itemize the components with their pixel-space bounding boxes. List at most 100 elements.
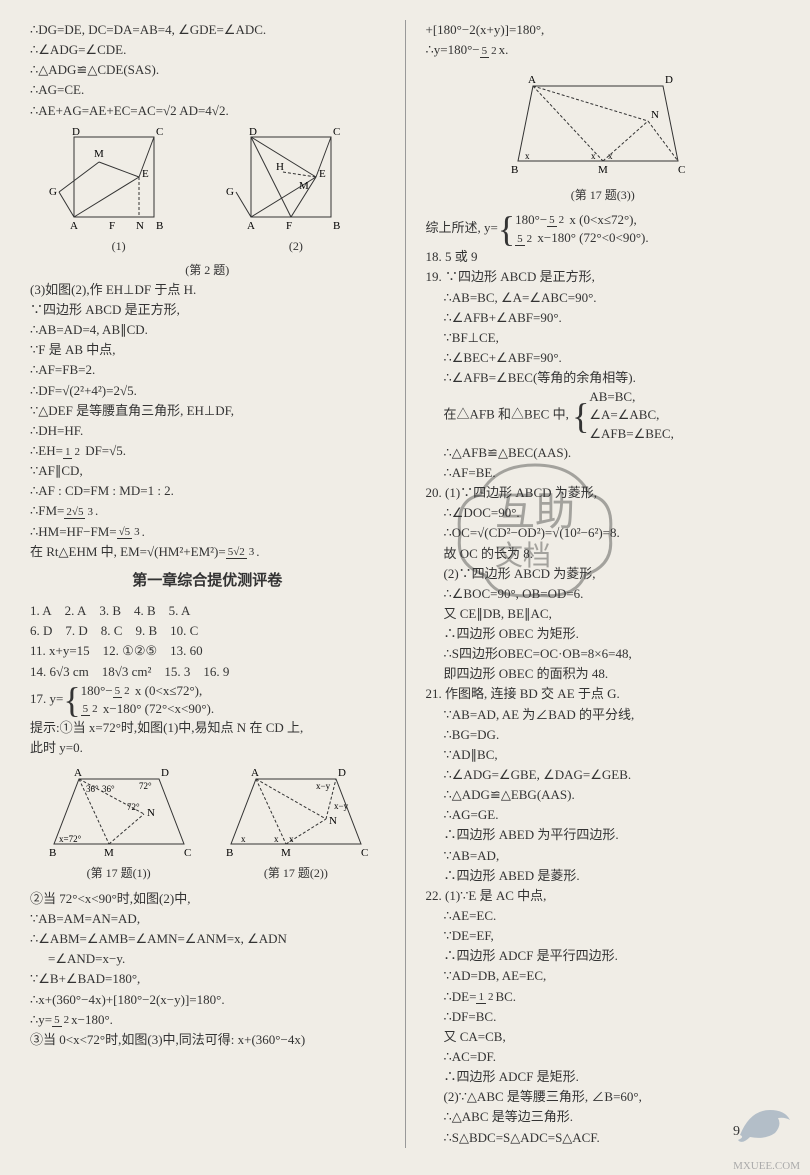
proof-step: ∴∠BEC+∠ABF=90°. bbox=[426, 348, 781, 368]
figure-q17-3: A D B M C N x x x (第 17 题(3)) bbox=[426, 66, 781, 205]
proof-step: ∵AB=AM=AN=AD, bbox=[30, 909, 385, 929]
proof-step: ∴x+(360°−4x)+[180°−2(x−y)]=180°. bbox=[30, 990, 385, 1010]
figure-q2-1: D C M E G A F N B (1) bbox=[44, 127, 194, 256]
proof-step: ∴∠AFB+∠ABF=90°. bbox=[426, 308, 781, 328]
svg-text:N: N bbox=[136, 220, 144, 232]
svg-text:C: C bbox=[678, 164, 685, 176]
proof-step: ∴AE=EC. bbox=[426, 906, 781, 926]
svg-text:x: x bbox=[274, 834, 279, 844]
svg-text:x: x bbox=[289, 834, 294, 844]
figure-row-q2: D C M E G A F N B (1) bbox=[30, 127, 385, 256]
proof-step: 在 Rt△EHM 中, EM=√(HM²+EM²)=5√23. bbox=[30, 542, 385, 562]
proof-step: 19. ∵四边形 ABCD 是正方形, bbox=[426, 267, 781, 287]
svg-text:72°: 72° bbox=[127, 802, 140, 812]
proof-step: ∴△ADG≌△CDE(SAS). bbox=[30, 60, 385, 80]
proof-step: ∴DG=DE, DC=DA=AB=4, ∠GDE=∠ADC. bbox=[30, 20, 385, 40]
hint: 提示:①当 x=72°时,如图(1)中,易知点 N 在 CD 上, bbox=[30, 718, 385, 738]
geometry-diagram: D C M E G A F N B bbox=[44, 127, 194, 237]
proof-step: 21. 作图略, 连接 BD 交 AE 于点 G. bbox=[426, 684, 781, 704]
proof-step: ∵AF∥CD, bbox=[30, 461, 385, 481]
proof-step: ∴AF=FB=2. bbox=[30, 360, 385, 380]
proof-step: ∴四边形 ABED 为平行四边形. bbox=[426, 825, 781, 845]
proof-step: (2)∵△ABC 是等腰三角形, ∠B=60°, bbox=[426, 1087, 781, 1107]
figure-q17-1: A D B M C N 36° 36° 72° 72° x=72° (第 17 … bbox=[39, 764, 199, 883]
svg-text:D: D bbox=[338, 767, 346, 779]
svg-text:36°: 36° bbox=[86, 784, 99, 794]
svg-text:A: A bbox=[528, 74, 536, 86]
proof-step: =∠AND=x−y. bbox=[30, 949, 385, 969]
proof-step: ∵AD=DB, AE=EC, bbox=[426, 966, 781, 986]
proof-step: ∴四边形 ABED 是菱形. bbox=[426, 866, 781, 886]
column-divider bbox=[405, 20, 406, 1148]
svg-text:M: M bbox=[281, 847, 291, 859]
proof-step: ∴AB=AD=4, AB∥CD. bbox=[30, 320, 385, 340]
proof-step: ∴∠ADG=∠CDE. bbox=[30, 40, 385, 60]
svg-text:C: C bbox=[156, 127, 163, 138]
svg-text:D: D bbox=[161, 767, 169, 779]
svg-text:x−y: x−y bbox=[316, 781, 331, 791]
left-column: ∴DG=DE, DC=DA=AB=4, ∠GDE=∠ADC. ∴∠ADG=∠CD… bbox=[30, 20, 385, 1148]
svg-text:A: A bbox=[70, 220, 78, 232]
svg-text:x−y: x−y bbox=[334, 801, 349, 811]
svg-text:M: M bbox=[299, 180, 309, 192]
proof-step: +[180°−2(x+y)]=180°, bbox=[426, 20, 781, 40]
proof-step: ∴∠BOC=90°, OB=OD=6. bbox=[426, 584, 781, 604]
geometry-diagram: A D B M C N x x x bbox=[503, 66, 703, 186]
svg-text:B: B bbox=[49, 847, 56, 859]
geometry-diagram: A D B M C N 36° 36° 72° 72° x=72° bbox=[39, 764, 199, 864]
proof-step: ∵△DEF 是等腰直角三角形, EH⊥DF, bbox=[30, 401, 385, 421]
proof-step: ∴∠AFB=∠BEC(等角的余角相等). bbox=[426, 368, 781, 388]
svg-text:B: B bbox=[333, 220, 340, 232]
proof-step: ∵DE=EF, bbox=[426, 926, 781, 946]
svg-text:G: G bbox=[49, 186, 57, 198]
svg-text:x: x bbox=[241, 834, 246, 844]
proof-step: ∵AB=AD, bbox=[426, 846, 781, 866]
proof-step: 在△AFB 和△BEC 中, { AB=BC, ∠A=∠ABC, ∠AFB=∠B… bbox=[426, 388, 781, 443]
answer-key: 11. x+y=15 12. ①②⑤ 13. 60 bbox=[30, 641, 385, 661]
svg-text:C: C bbox=[361, 847, 368, 859]
figure-q17-2: A D B M C N x−y x−y x x x (第 17 题(2)) bbox=[216, 764, 376, 883]
svg-text:E: E bbox=[142, 168, 149, 180]
q17: 17. y={ 180°−52 x (0<x≤72°), 52 x−180° (… bbox=[30, 682, 385, 718]
svg-text:72°: 72° bbox=[139, 781, 152, 791]
proof-step: (3)如图(2),作 EH⊥DF 于点 H. bbox=[30, 280, 385, 300]
svg-text:C: C bbox=[333, 127, 340, 138]
proof-step: 即四边形 OBEC 的面积为 48. bbox=[426, 664, 781, 684]
svg-text:G: G bbox=[226, 186, 234, 198]
proof-step: ∴y=180°−52x. bbox=[426, 40, 781, 60]
proof-step: 又 CE∥DB, BE∥AC, bbox=[426, 604, 781, 624]
watermark-text: MXUEE.COM bbox=[733, 1160, 800, 1172]
svg-text:B: B bbox=[226, 847, 233, 859]
proof-step: ∴∠ABM=∠AMB=∠AMN=∠ANM=x, ∠ADN bbox=[30, 929, 385, 949]
proof-step: ∴∠ADG=∠GBE, ∠DAG=∠GEB. bbox=[426, 765, 781, 785]
svg-text:N: N bbox=[651, 109, 659, 121]
svg-text:F: F bbox=[109, 220, 115, 232]
proof-step: ∴∠DOC=90°. bbox=[426, 503, 781, 523]
proof-step: ∴AG=CE. bbox=[30, 80, 385, 100]
proof-step: ∴AC=DF. bbox=[426, 1047, 781, 1067]
svg-text:M: M bbox=[94, 148, 104, 160]
proof-step: ②当 72°<x<90°时,如图(2)中, bbox=[30, 889, 385, 909]
svg-text:36°: 36° bbox=[102, 784, 115, 794]
svg-text:E: E bbox=[319, 168, 326, 180]
proof-step: ∴EH=12 DF=√5. bbox=[30, 441, 385, 461]
proof-step: ∵AB=AD, AE 为∠BAD 的平分线, bbox=[426, 705, 781, 725]
q18: 18. 5 或 9 bbox=[426, 247, 781, 267]
chapter-title: 第一章综合提优测评卷 bbox=[30, 570, 385, 593]
svg-text:N: N bbox=[329, 815, 337, 827]
proof-step: ∴△ABC 是等边三角形. bbox=[426, 1107, 781, 1127]
geometry-diagram: A D B M C N x−y x−y x x x bbox=[216, 764, 376, 864]
proof-step: ∵∠B+∠BAD=180°, bbox=[30, 969, 385, 989]
proof-step: ∴四边形 ADCF 是矩形. bbox=[426, 1067, 781, 1087]
proof-step: ∴DE=12BC. bbox=[426, 987, 781, 1007]
svg-text:B: B bbox=[511, 164, 518, 176]
svg-text:N: N bbox=[147, 807, 155, 819]
proof-step: ∴HM=HF−FM=√53. bbox=[30, 522, 385, 542]
proof-step: ∴y=52x−180°. bbox=[30, 1010, 385, 1030]
geometry-diagram: D C H M E G A F B bbox=[221, 127, 371, 237]
svg-text:A: A bbox=[74, 767, 82, 779]
figure-q2-2: D C H M E G A F B (2) bbox=[221, 127, 371, 256]
proof-step: ∵AD∥BC, bbox=[426, 745, 781, 765]
proof-step: ∴S△BDC=S△ADC=S△ACF. bbox=[426, 1128, 781, 1148]
answer-key: 14. 6√3 cm 18√3 cm² 15. 3 16. 9 bbox=[30, 662, 385, 682]
